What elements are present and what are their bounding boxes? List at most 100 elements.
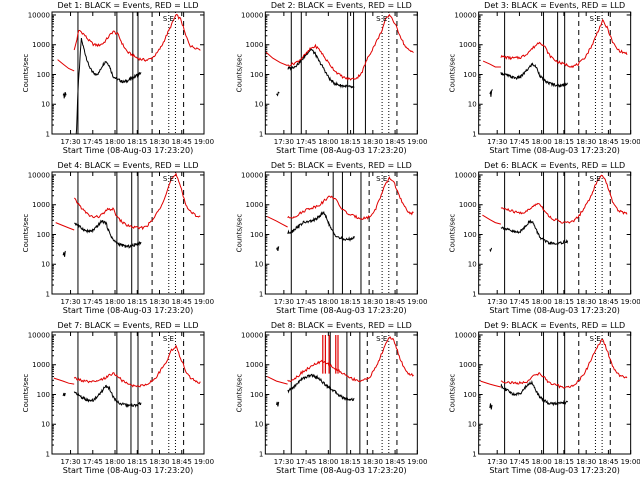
y-tick-label: 10 xyxy=(41,101,50,109)
y-tick-label: 1000 xyxy=(459,41,477,49)
x-tick-label: 17:30 xyxy=(487,298,507,306)
panel-title: Det 4: BLACK = Events, RED = LLD xyxy=(58,161,199,170)
flare-marker-e: E xyxy=(170,175,174,183)
y-tick-label: 1000 xyxy=(32,361,50,369)
panel-title: Det 1: BLACK = Events, RED = LLD xyxy=(58,1,199,10)
plot-area xyxy=(482,172,628,294)
y-axis-label: Counts/sec xyxy=(235,214,243,253)
y-axis-label: Counts/sec xyxy=(22,374,30,413)
x-tick-label: 18:00 xyxy=(105,138,125,146)
y-axis-label: Counts/sec xyxy=(449,214,457,253)
x-tick-label: 18:15 xyxy=(341,458,361,466)
detector-panel-1: Det 1: BLACK = Events, RED = LLD 1 10 100 10… xyxy=(22,1,214,155)
x-tick-label: 19:00 xyxy=(621,298,640,306)
x-tick-label: 19:00 xyxy=(407,138,427,146)
lld-trace xyxy=(73,172,201,231)
y-tick-label: 10 xyxy=(41,261,50,269)
x-tick-label: 18:45 xyxy=(598,298,618,306)
flare-marker-s: S xyxy=(163,15,168,23)
flare-marker-s: S xyxy=(163,335,168,343)
x-tick-label: 18:45 xyxy=(598,458,618,466)
x-tick-label: 18:00 xyxy=(318,298,338,306)
lld-early-trace xyxy=(482,214,502,225)
x-tick-label: 18:00 xyxy=(105,298,125,306)
x-tick-label: 18:30 xyxy=(363,298,383,306)
x-tick-label: 18:15 xyxy=(127,138,147,146)
lld-early-trace xyxy=(55,222,75,231)
y-tick-label: 1000 xyxy=(459,361,477,369)
events-trace xyxy=(287,373,355,402)
flare-marker-s: S xyxy=(163,175,168,183)
y-tick-label: 10000 xyxy=(28,11,50,19)
x-axis-label: Start Time (08-Aug-03 17:23:20) xyxy=(489,466,620,475)
events-early-trace xyxy=(276,246,280,252)
plot-frame xyxy=(478,11,632,135)
x-tick-label: 18:45 xyxy=(385,138,405,146)
plot-area xyxy=(266,172,414,294)
x-tick-label: 19:00 xyxy=(407,458,427,466)
flare-marker-e: E xyxy=(596,15,600,23)
detector-panel-3: Det 3: BLACK = Events, RED = LLD 1 10 100 10… xyxy=(449,1,640,155)
y-tick-label: 10000 xyxy=(28,171,50,179)
y-tick-label: 10000 xyxy=(241,171,263,179)
plot-area xyxy=(266,332,414,454)
plot-frame xyxy=(478,171,632,295)
x-tick-label: 17:30 xyxy=(487,138,507,146)
detector-panel-8: Det 8: BLACK = Events, RED = LLD 1 10 100 10… xyxy=(235,321,427,475)
x-tick-label: 18:30 xyxy=(576,458,596,466)
x-tick-label: 18:00 xyxy=(318,138,338,146)
flare-marker-s: S xyxy=(376,15,381,23)
x-tick-label: 18:30 xyxy=(363,138,383,146)
flare-marker-e: E xyxy=(170,15,174,23)
plot-area xyxy=(482,12,628,134)
y-tick-label: 1 xyxy=(46,291,50,299)
plot-frame xyxy=(264,171,418,295)
x-axis-label: Start Time (08-Aug-03 17:23:20) xyxy=(63,146,194,155)
x-tick-label: 17:45 xyxy=(296,138,316,146)
y-tick-label: 10000 xyxy=(454,171,476,179)
plot-frame xyxy=(51,11,205,135)
y-tick-label: 10 xyxy=(254,101,263,109)
x-tick-label: 18:45 xyxy=(385,298,405,306)
panel-title: Det 6: BLACK = Events, RED = LLD xyxy=(484,161,625,170)
y-axis-label: Counts/sec xyxy=(22,214,30,253)
plot-frame xyxy=(51,171,205,295)
x-tick-label: 17:45 xyxy=(509,298,529,306)
y-tick-label: 1000 xyxy=(246,41,264,49)
x-tick-label: 18:15 xyxy=(341,298,361,306)
x-tick-label: 18:30 xyxy=(576,138,596,146)
x-tick-label: 18:30 xyxy=(149,298,169,306)
y-tick-label: 10000 xyxy=(28,331,50,339)
x-tick-label: 18:00 xyxy=(318,458,338,466)
events-trace xyxy=(500,62,568,88)
events-early-trace xyxy=(276,401,280,407)
events-trace xyxy=(74,219,142,249)
lld-early-trace xyxy=(482,60,501,68)
x-tick-label: 18:30 xyxy=(149,458,169,466)
detector-panel-9: Det 9: BLACK = Events, RED = LLD 1 10 100 10… xyxy=(449,321,640,475)
x-tick-label: 18:00 xyxy=(105,458,125,466)
events-early-trace xyxy=(62,392,66,397)
x-axis-label: Start Time (08-Aug-03 17:23:20) xyxy=(276,306,407,315)
events-trace xyxy=(500,219,569,247)
x-axis-label: Start Time (08-Aug-03 17:23:20) xyxy=(276,466,407,475)
x-axis-label: Start Time (08-Aug-03 17:23:20) xyxy=(489,306,620,315)
y-tick-label: 10000 xyxy=(241,11,263,19)
y-tick-label: 10 xyxy=(254,421,263,429)
plot-frame xyxy=(51,331,205,455)
y-tick-label: 1000 xyxy=(246,201,264,209)
lld-trace xyxy=(500,18,628,69)
y-tick-label: 10 xyxy=(468,421,477,429)
x-tick-label: 18:00 xyxy=(532,458,552,466)
flare-marker-e: E xyxy=(383,175,387,183)
detector-panel-6: Det 6: BLACK = Events, RED = LLD 1 10 100 10… xyxy=(449,161,640,315)
y-tick-label: 1 xyxy=(472,131,476,139)
x-tick-label: 18:45 xyxy=(385,458,405,466)
plot-area xyxy=(53,332,201,454)
x-tick-label: 18:30 xyxy=(149,138,169,146)
flare-marker-s: S xyxy=(590,175,595,183)
x-tick-label: 18:00 xyxy=(532,298,552,306)
x-tick-label: 18:45 xyxy=(172,138,192,146)
x-axis-label: Start Time (08-Aug-03 17:23:20) xyxy=(276,146,407,155)
x-tick-label: 17:30 xyxy=(60,458,80,466)
